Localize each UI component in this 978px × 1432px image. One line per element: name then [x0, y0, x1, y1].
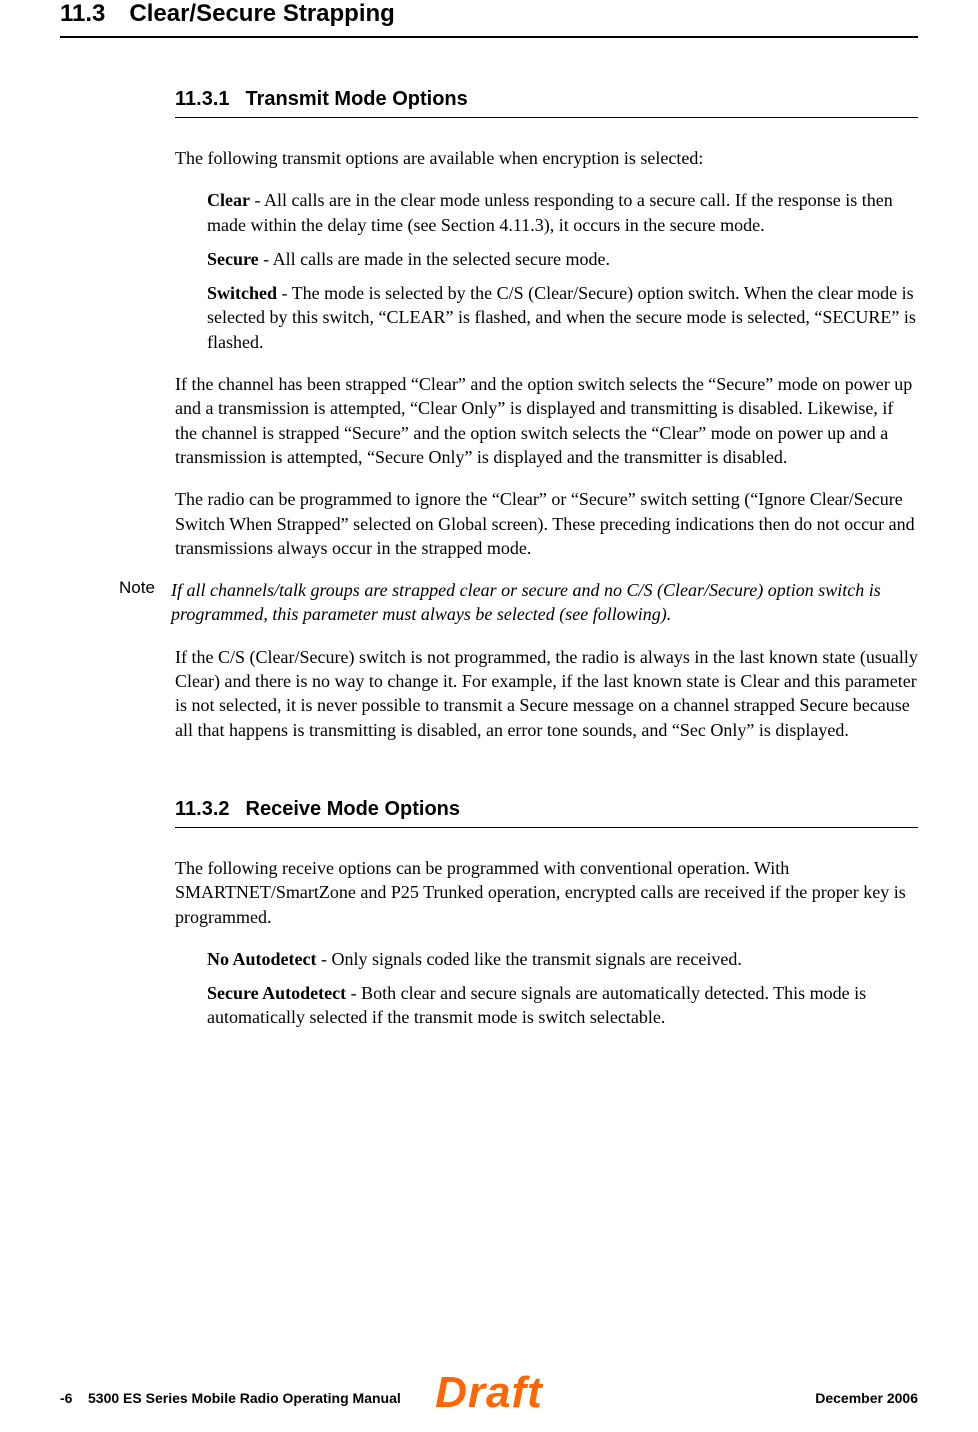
subsection-header-1: 11.3.1 Transmit Mode Options: [175, 88, 918, 118]
paragraph-ignore: The radio can be programmed to ignore th…: [175, 487, 918, 560]
subsection-number-2: 11.3.2: [175, 798, 230, 820]
definition-list-transmit: Clear - All calls are in the clear mode …: [175, 188, 918, 354]
section-title: Clear/Secure Strapping: [129, 0, 394, 27]
term-secure: Secure: [207, 249, 259, 269]
text-switched: - The mode is selected by the C/S (Clear…: [207, 283, 916, 352]
paragraph-cs-switch: If the C/S (Clear/Secure) switch is not …: [175, 645, 918, 742]
subsection-title-1: Transmit Mode Options: [246, 88, 468, 110]
footer-right: December 2006: [815, 1390, 918, 1406]
section-number: 11.3: [60, 0, 105, 27]
page-footer: -6 5300 ES Series Mobile Radio Operating…: [0, 1390, 978, 1406]
definition-secure: Secure - All calls are made in the selec…: [207, 247, 918, 271]
content-area: 11.3.1 Transmit Mode Options The followin…: [60, 88, 918, 1030]
paragraph-strapped: If the channel has been strapped “Clear”…: [175, 372, 918, 469]
text-secure: - All calls are made in the selected sec…: [259, 249, 610, 269]
definition-list-receive: No Autodetect - Only signals coded like …: [175, 947, 918, 1030]
intro-paragraph-1: The following transmit options are avail…: [175, 146, 918, 170]
note-block: Note If all channels/talk groups are str…: [175, 578, 918, 627]
intro-paragraph-2: The following receive options can be pro…: [175, 856, 918, 929]
footer-left: -6 5300 ES Series Mobile Radio Operating…: [60, 1390, 401, 1406]
definition-clear: Clear - All calls are in the clear mode …: [207, 188, 918, 237]
note-label: Note: [119, 578, 171, 627]
subsection-number-1: 11.3.1: [175, 88, 230, 110]
section-header: 11.3 Clear/Secure Strapping: [60, 0, 918, 38]
definition-no-autodetect: No Autodetect - Only signals coded like …: [207, 947, 918, 971]
text-no-autodetect: - Only signals coded like the transmit s…: [316, 949, 741, 969]
page-number: -6: [60, 1390, 72, 1406]
note-text: If all channels/talk groups are strapped…: [171, 578, 918, 627]
subsection-header-2: 11.3.2 Receive Mode Options: [175, 798, 918, 828]
manual-title: 5300 ES Series Mobile Radio Operating Ma…: [88, 1390, 401, 1406]
term-no-autodetect: No Autodetect: [207, 949, 316, 969]
term-switched: Switched: [207, 283, 277, 303]
subsection-title-2: Receive Mode Options: [246, 798, 461, 820]
definition-switched: Switched - The mode is selected by the C…: [207, 281, 918, 354]
definition-secure-autodetect: Secure Autodetect - Both clear and secur…: [207, 981, 918, 1030]
text-clear: - All calls are in the clear mode unless…: [207, 190, 893, 234]
term-secure-autodetect: Secure Autodetect: [207, 983, 346, 1003]
term-clear: Clear: [207, 190, 250, 210]
